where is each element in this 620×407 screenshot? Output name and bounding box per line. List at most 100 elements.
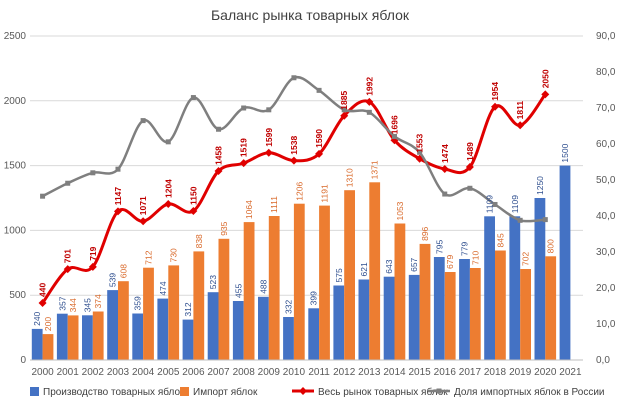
line-value-label: 701 <box>63 249 73 263</box>
line-value-label: 1954 <box>490 82 500 101</box>
line-marker <box>316 87 322 93</box>
bar-value-label: 795 <box>434 240 444 254</box>
line-value-label: 440 <box>38 283 48 297</box>
bar-value-label: 357 <box>57 296 67 310</box>
line-value-label: 1150 <box>188 186 198 205</box>
bar <box>56 313 68 360</box>
line-marker <box>465 163 474 172</box>
y-axis-left: 0 500 1000 1500 2000 2500 <box>4 31 27 366</box>
legend-marker <box>436 388 442 394</box>
x-tick-label: 2006 <box>182 367 205 378</box>
bar <box>168 265 180 360</box>
bar <box>484 216 495 360</box>
x-tick-label: 2016 <box>434 367 457 378</box>
x-tick-label: 2015 <box>408 367 431 378</box>
bar <box>495 250 506 360</box>
y-tick-label: 500 <box>9 290 26 301</box>
bar-value-label: 935 <box>219 221 229 235</box>
bar-value-label: 312 <box>183 302 193 316</box>
line-marker <box>289 156 298 165</box>
x-tick-label: 2011 <box>308 367 330 378</box>
line-value-label: 1474 <box>440 144 450 163</box>
line-marker <box>239 159 248 168</box>
line-value-label: 1553 <box>415 134 425 153</box>
bar-value-label: 474 <box>158 281 168 295</box>
bar-value-label: 344 <box>68 298 78 312</box>
bar <box>293 203 305 360</box>
line-marker <box>291 75 297 81</box>
x-tick-label: 2019 <box>509 367 532 378</box>
x-tick-label: 2014 <box>383 367 406 378</box>
bar <box>419 243 431 360</box>
line-marker <box>90 170 96 176</box>
line-value-label: 1811 <box>515 101 525 120</box>
bar-value-label: 643 <box>384 259 394 273</box>
bar-value-label: 712 <box>144 250 154 264</box>
line-marker <box>216 126 222 132</box>
line-marker <box>442 191 448 197</box>
line-value-label: 1885 <box>339 91 349 110</box>
legend-label: Импорт яблок <box>193 386 258 398</box>
chart-title: Баланс рынка товарных яблок <box>211 7 410 23</box>
bar-value-label: 657 <box>409 257 419 271</box>
legend-marker <box>299 387 307 395</box>
bar-value-label: 1053 <box>395 201 405 220</box>
legend: Производство товарных яблок Импорт яблок В… <box>30 386 605 398</box>
bar-value-label: 455 <box>233 284 243 298</box>
y2-tick-label: 0,0 <box>596 355 610 366</box>
bar-value-label: 345 <box>82 298 92 312</box>
bar <box>408 274 420 360</box>
bar-value-label: 374 <box>93 294 103 308</box>
line-marker <box>517 217 523 223</box>
line-marker <box>417 149 423 155</box>
y-axis-right: 0,0 10,0 20,0 30,0 40,0 50,0 60,0 70,0 80,0 90,0 <box>596 31 616 366</box>
line-marker <box>516 121 525 130</box>
bars <box>31 165 571 360</box>
x-tick-label: 2001 <box>57 367 80 378</box>
bar <box>444 272 456 360</box>
line-value-label: 1590 <box>314 129 324 148</box>
bar-value-label: 608 <box>118 264 128 278</box>
bar-value-label: 896 <box>420 226 430 240</box>
bar <box>207 292 219 360</box>
x-tick-label: 2020 <box>534 367 557 378</box>
bar <box>344 190 355 360</box>
legend-label: Весь рынок товарных яблок <box>318 386 448 398</box>
bar-value-label: 1109 <box>485 195 495 214</box>
bar <box>218 238 230 360</box>
bar-value-label: 488 <box>258 279 268 293</box>
line-marker <box>164 199 173 208</box>
line-marker <box>341 107 347 113</box>
bar-value-label: 539 <box>108 273 118 287</box>
bar <box>243 222 255 360</box>
line-marker <box>315 149 324 158</box>
line-value-label: 1538 <box>289 136 299 155</box>
x-tick-label: 2004 <box>132 367 155 378</box>
line-marker <box>38 298 47 307</box>
legend-label: Производство товарных яблок <box>43 386 185 398</box>
line-marker <box>542 217 548 223</box>
line-marker <box>113 207 122 216</box>
bar <box>258 296 269 360</box>
bar <box>358 279 370 360</box>
bar <box>369 182 381 360</box>
x-tick-label: 2003 <box>107 367 130 378</box>
bar <box>520 269 531 360</box>
line-marker <box>115 166 121 172</box>
y2-tick-label: 60,0 <box>596 139 616 150</box>
line-marker <box>266 107 272 113</box>
bar <box>283 317 294 360</box>
data-labels: 240 357 345 539 359 474 312 523 455 488 332 399 575 6… <box>32 69 570 331</box>
x-tick-label: 2007 <box>207 367 230 378</box>
line-value-label: 719 <box>88 246 98 260</box>
line-marker <box>140 118 146 124</box>
bar <box>268 216 280 360</box>
line-marker <box>241 105 247 111</box>
bar-value-label: 1111 <box>269 196 279 213</box>
legend-item: Доля импортных яблок в России <box>428 386 605 398</box>
line-marker <box>541 90 550 99</box>
bar <box>509 216 521 360</box>
bar-value-label: 200 <box>43 317 53 331</box>
bar <box>82 315 93 360</box>
